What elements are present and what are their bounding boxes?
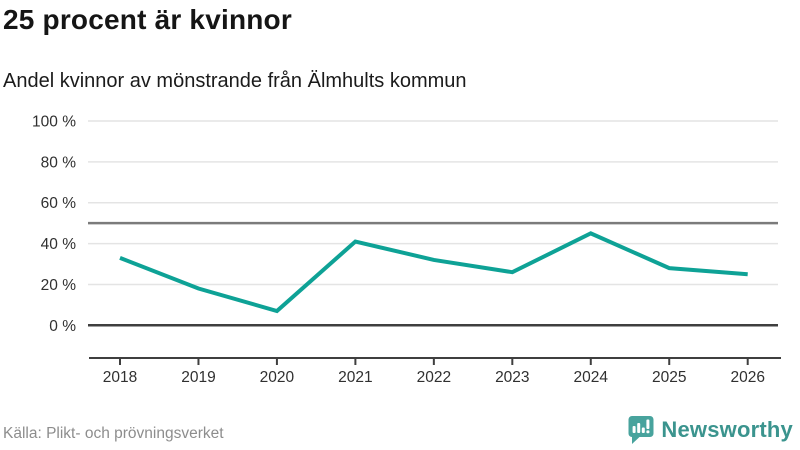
svg-text:2021: 2021 [338,369,372,386]
svg-text:100 %: 100 % [32,114,76,131]
svg-text:20 %: 20 % [41,277,77,294]
svg-text:2018: 2018 [103,369,137,386]
svg-text:2023: 2023 [495,369,529,386]
chart-title: 25 procent är kvinnor [3,4,292,35]
source-note: Källa: Plikt- och prövningsverket [3,425,224,442]
line-chart-svg: 0 % 20 % 40 % 60 % 80 % 100 % 2018 2019 2020 2021… [32,114,781,386]
svg-text:2020: 2020 [260,369,295,386]
svg-text:2025: 2025 [652,369,686,386]
svg-text:2024: 2024 [574,369,609,386]
svg-text:2019: 2019 [181,369,215,386]
line-chart: 0 % 20 % 40 % 60 % 80 % 100 % 2018 2019 2020 2021… [0,108,800,400]
chart-subtitle: Andel kvinnor av mönstrande från Älmhult… [3,70,467,92]
speech-bubble-shape [628,416,654,444]
newsworthy-wordmark: Newsworthy [661,416,793,442]
svg-text:0 %: 0 % [49,318,76,335]
bars-and-exclamation [633,419,650,434]
newsworthy-icon [628,416,654,444]
newsworthy-logo: Newsworthy [627,415,793,444]
svg-text:2026: 2026 [730,369,764,386]
svg-text:2022: 2022 [417,369,451,386]
svg-text:40 %: 40 % [41,236,77,253]
svg-text:60 %: 60 % [41,195,77,212]
svg-text:80 %: 80 % [41,154,77,171]
